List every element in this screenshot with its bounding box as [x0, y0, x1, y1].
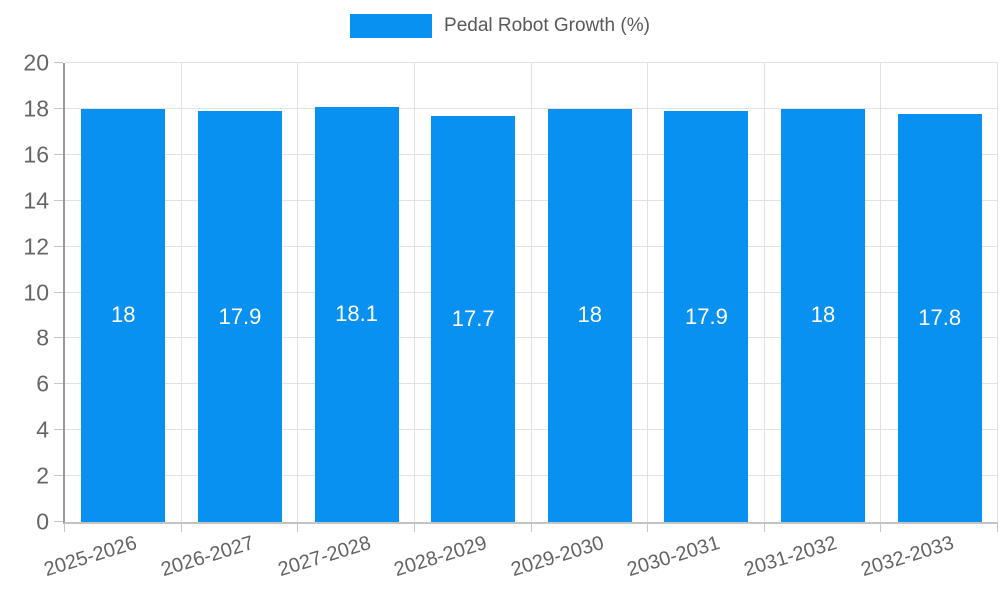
bar-value-label: 17.9: [685, 303, 728, 329]
gridline-horizontal: [65, 475, 998, 477]
x-tick-label: 2025-2026: [41, 532, 140, 582]
y-tick-label: 2: [36, 462, 49, 489]
gridline-vertical: [530, 63, 532, 522]
x-tick-mark: [997, 524, 998, 532]
x-tick-mark: [180, 524, 182, 532]
bar[interactable]: 17.8: [897, 113, 982, 522]
gridline-horizontal: [65, 153, 998, 155]
x-tick-mark: [297, 524, 299, 532]
gridline-horizontal: [65, 199, 998, 201]
bar-value-label: 18: [577, 302, 603, 328]
legend-swatch: [350, 14, 433, 38]
y-tick-label: 4: [36, 416, 49, 443]
y-tick-mark: [54, 337, 63, 339]
y-tick-mark: [54, 153, 63, 155]
bar[interactable]: 17.7: [431, 115, 516, 522]
y-tick-mark: [54, 62, 63, 63]
legend-label: Pedal Robot Growth (%): [444, 15, 650, 36]
y-tick-mark: [54, 107, 63, 109]
y-tick-mark: [54, 291, 63, 293]
y-tick-label: 8: [36, 324, 49, 351]
y-tick-label: 10: [23, 279, 49, 305]
x-tick-label: 2026-2027: [158, 532, 257, 582]
gridline-vertical: [880, 63, 882, 522]
y-tick-label: 12: [23, 233, 49, 260]
y-tick-label: 18: [23, 95, 49, 122]
gridline-horizontal: [65, 291, 998, 293]
gridline-vertical: [647, 63, 649, 522]
x-tick-mark: [763, 524, 765, 532]
y-tick-label: 6: [36, 370, 49, 397]
y-tick-mark: [54, 199, 63, 201]
x-tick-label: 2028-2029: [391, 532, 490, 582]
x-tick-mark: [64, 524, 65, 532]
y-tick-mark: [54, 521, 63, 522]
y-tick-mark: [54, 429, 63, 431]
gridline-horizontal: [65, 107, 998, 109]
bar-value-label: 18: [810, 302, 836, 328]
y-tick-label: 20: [23, 49, 49, 76]
gridline-horizontal: [65, 245, 998, 247]
gridline-horizontal: [65, 429, 998, 431]
gridline-vertical: [997, 63, 998, 522]
x-tick-label: 2030-2031: [624, 532, 723, 582]
x-tick-label: 2032-2033: [858, 532, 957, 582]
bar-value-label: 17.8: [918, 304, 962, 330]
x-tick-mark: [880, 524, 882, 532]
x-tick-mark: [530, 524, 532, 532]
bar[interactable]: 17.9: [197, 111, 282, 522]
bar[interactable]: 17.9: [664, 111, 749, 522]
x-tick-label: 2031-2032: [741, 532, 840, 582]
x-tick-mark: [413, 524, 415, 532]
bar-value-label: 17.7: [451, 305, 495, 331]
x-tick-label: 2029-2030: [508, 532, 607, 582]
gridline-vertical: [180, 63, 182, 522]
y-tick-label: 0: [36, 508, 49, 535]
gridline-vertical: [763, 63, 765, 522]
x-tick-label: 2027-2028: [275, 532, 373, 582]
y-tick-mark: [54, 475, 63, 477]
bar-value-label: 18.1: [335, 301, 378, 327]
bar[interactable]: 18.1: [314, 106, 399, 522]
bar-value-label: 18: [111, 302, 136, 328]
gridline-horizontal: [65, 337, 998, 339]
gridline-vertical: [297, 63, 299, 522]
gridline-horizontal: [65, 383, 998, 385]
y-tick-mark: [54, 383, 63, 385]
gridline-horizontal: [65, 62, 998, 63]
y-tick-mark: [54, 245, 63, 247]
y-tick-label: 16: [23, 141, 49, 168]
bar[interactable]: 18: [81, 108, 166, 522]
bar-value-label: 17.9: [218, 303, 262, 329]
bar[interactable]: 18: [781, 108, 866, 522]
legend[interactable]: Pedal Robot Growth (%): [0, 14, 1000, 38]
y-tick-label: 14: [23, 187, 49, 214]
x-tick-mark: [647, 524, 649, 532]
plot-area: 0 2 4 6 8 10 12 14 16 18 20 18 17.9 18.1 17.7 18 17.9 18 1…: [23, 50, 998, 581]
gridline-vertical: [413, 63, 415, 522]
bar[interactable]: 18: [547, 108, 632, 522]
